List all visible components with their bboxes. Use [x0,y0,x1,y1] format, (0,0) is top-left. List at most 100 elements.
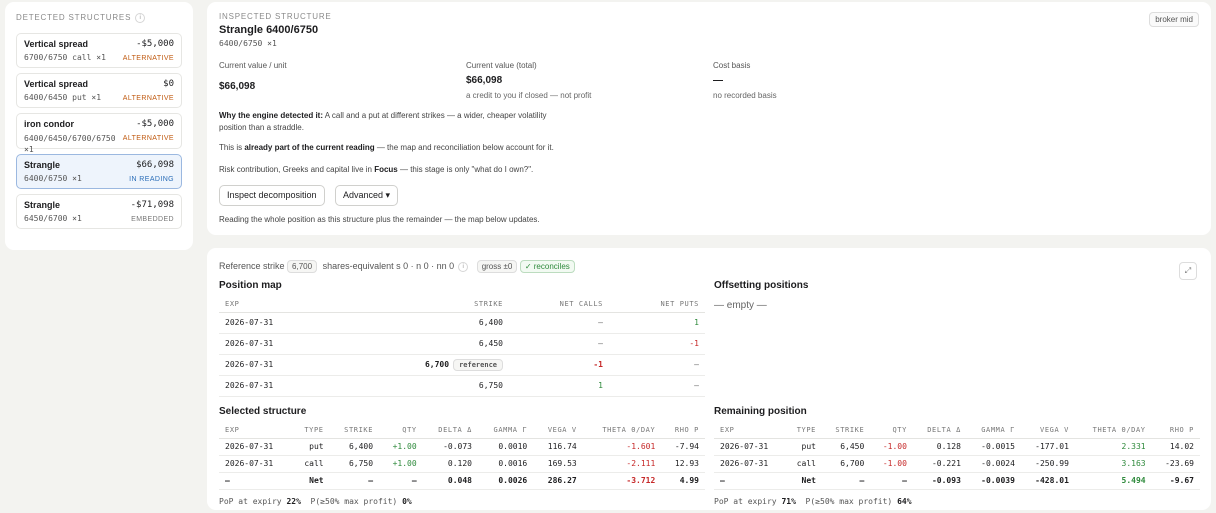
table-row[interactable]: 2026-07-31 6,750 1 – [219,375,705,397]
cell: 0.128 [912,438,967,456]
structure-tag: ALTERNATIVE [122,134,174,142]
cell: 3.163 [1074,455,1152,473]
cell: -7.94 [661,438,705,456]
table-row[interactable]: 2026-07-31 put 6,450 -1.00 0.128 -0.0015… [714,438,1200,456]
metric-sub: no recorded basis [713,91,777,100]
cell: -0.073 [422,438,478,456]
cell-exp: 2026-07-31 [219,375,369,397]
broker-mid-badge[interactable]: broker mid [1149,12,1199,27]
cell: -177.01 [1020,438,1075,456]
cell: 2.331 [1074,438,1152,456]
structure-item-strangle-embedded[interactable]: Strangle -$71,098 6450/6700 ×1 EMBEDDED [16,193,182,229]
offsetting-empty: — empty — [714,300,767,311]
cell: +1.00 [379,455,423,473]
metric-label: Current value / unit [219,61,287,70]
cell: 6,400 [329,438,380,456]
structure-legs: 6400/6750 ×1 [24,173,82,183]
cell: 2026-07-31 [714,455,786,473]
inspect-decomposition-button[interactable]: Inspect decomposition [219,185,325,206]
structure-name: Vertical spread [24,78,89,89]
metric-label: Cost basis [713,61,751,70]
cell: – [329,472,380,490]
cell-strike: 6,750 [369,375,509,397]
structure-name: Vertical spread [24,38,89,49]
p50-value: 64% [897,497,912,506]
cell: – [379,472,423,490]
cell: +1.00 [379,438,423,456]
inspected-subtitle: 6400/6750 ×1 [219,39,277,48]
col-rho: RHO P [1151,423,1200,439]
cell-strike: 6,450 [369,333,509,355]
risk-post: — this stage is only "what do I own?". [397,165,534,174]
structure-tag: IN READING [129,175,174,183]
cell: 6,450 [821,438,871,456]
table-row[interactable]: 2026-07-31 call 6,750 +1.00 0.120 0.0016… [219,455,705,473]
cell: -1.00 [870,455,913,473]
info-icon[interactable]: i [135,12,146,23]
p50-label: P(≥50% max profit) [805,497,893,506]
part-post: — the map and reconciliation below accou… [374,143,554,152]
risk-bold: Focus [374,165,398,174]
structure-item-strangle-selected[interactable]: Strangle $66,098 6400/6750 ×1 IN READING [16,153,182,189]
col-vega: VEGA V [533,423,583,439]
reference-strike-chip[interactable]: 6,700 [287,260,318,273]
table-row-reference[interactable]: 2026-07-31 6,700 reference -1 – [219,354,705,376]
cell: 0.120 [422,455,478,473]
col-net-puts: NET PUTS [609,297,705,313]
inspected-title: Strangle 6400/6750 [219,24,319,36]
col-exp: EXP [219,423,292,439]
cell: -0.0039 [966,472,1021,490]
table-row-net: – Net – – -0.093 -0.0039 -428.01 5.494 -… [714,472,1200,490]
cell: -1.00 [870,438,913,456]
structure-item-vertical-put[interactable]: Vertical spread $0 6400/6450 put ×1 ALTE… [16,72,182,108]
table-row[interactable]: 2026-07-31 6,400 – 1 [219,312,705,334]
structure-item-vertical-call[interactable]: Vertical spread -$5,000 6700/6750 call ×… [16,32,182,68]
info-icon[interactable]: i [458,261,469,272]
pop-value: 22% [286,497,301,506]
cell: 0.0026 [477,472,534,490]
cell: – [714,472,786,490]
advanced-dropdown-button[interactable]: Advanced ▾ [335,185,399,206]
col-vega: VEGA V [1020,423,1075,439]
col-exp: EXP [714,423,786,439]
table-row[interactable]: 2026-07-31 put 6,400 +1.00 -0.073 0.0010… [219,438,705,456]
risk-text: Risk contribution, Greeks and capital li… [219,164,719,176]
pop-value: 71% [781,497,796,506]
structure-name: Strangle [24,159,61,170]
cell: Net [291,472,330,490]
cell: – [870,472,913,490]
metric-cost-basis: Cost basis — no recorded basis [713,61,777,100]
table-row[interactable]: 2026-07-31 call 6,700 -1.00 -0.221 -0.00… [714,455,1200,473]
detected-structures-title: DETECTED STRUCTURES [16,13,132,22]
col-net-calls: NET CALLS [509,297,609,313]
table-header: EXP STRIKE NET CALLS NET PUTS [219,297,705,313]
p50-value: 0% [402,497,412,506]
why-bold: Why the engine detected it: [219,111,324,120]
col-qty: QTY [379,423,423,439]
metric-value-unit: Current value / unit $66,098 [219,61,287,92]
part-bold: already part of the current reading [244,143,375,152]
remaining-position-title: Remaining position [714,406,807,417]
structure-value: -$5,000 [136,38,174,49]
table-row[interactable]: 2026-07-31 6,450 – -1 [219,333,705,355]
col-exp: EXP [219,297,369,313]
structure-item-iron-condor[interactable]: iron condor -$5,000 6400/6450/6700/6750 … [16,112,182,154]
strike-value: 6,700 [424,359,450,369]
remaining-position-table: EXP TYPE STRIKE QTY DELTA Δ GAMMA Γ VEGA… [714,423,1200,490]
expand-icon[interactable]: ⤢ [1179,262,1197,280]
why-detected-text: Why the engine detected it: A call and a… [219,110,569,134]
structure-value: -$71,098 [130,199,174,210]
col-theta: THETA Θ/DAY [582,423,662,439]
cell: -0.0015 [966,438,1021,456]
structure-legs: 6700/6750 call ×1 [24,52,106,62]
risk-pre: Risk contribution, Greeks and capital li… [219,165,375,174]
cell: call [291,455,330,473]
structure-value: -$5,000 [136,118,174,129]
cell-calls: – [509,333,609,355]
cell-calls: 1 [509,375,609,397]
cell: 5.494 [1074,472,1152,490]
cell-exp: 2026-07-31 [219,312,369,334]
part-of-reading-text: This is already part of the current read… [219,142,719,154]
structure-value: $66,098 [136,159,174,170]
cell-calls: – [509,312,609,334]
